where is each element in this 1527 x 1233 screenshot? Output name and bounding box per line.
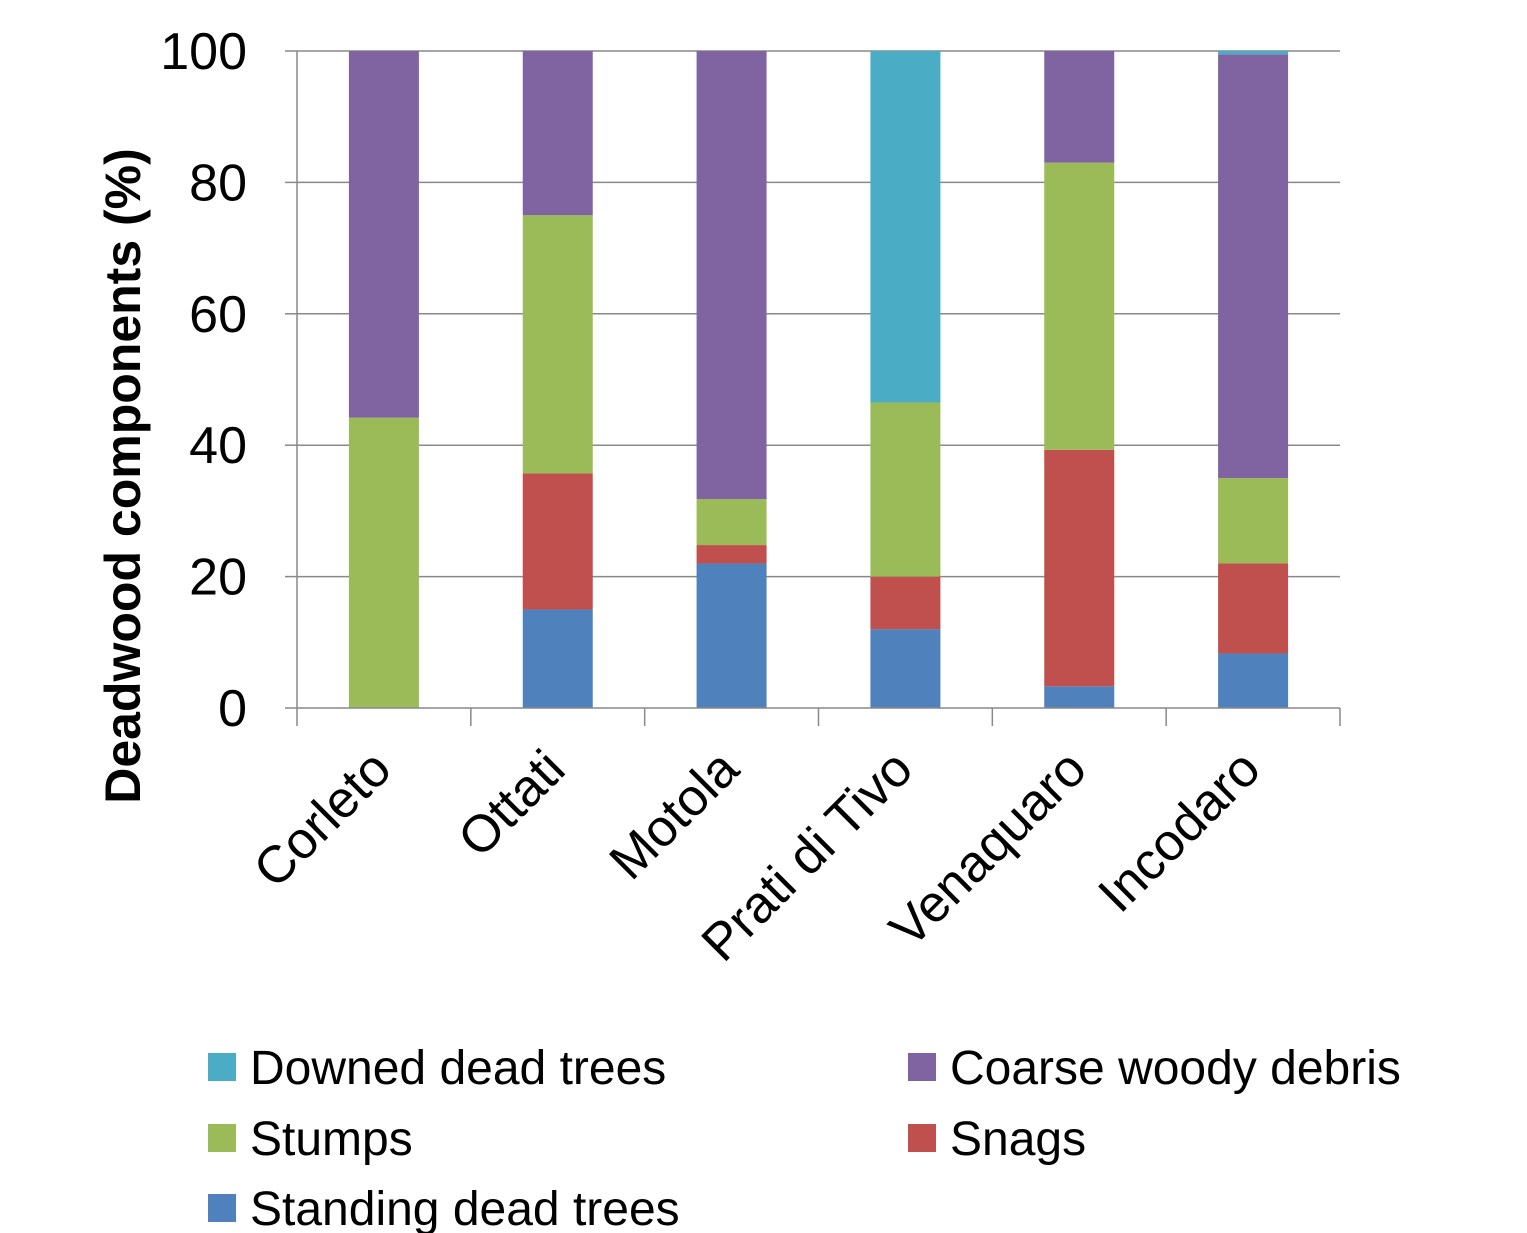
gridlines: [285, 50, 1340, 709]
y-tick-label: 0: [218, 680, 247, 738]
axes: [296, 51, 1341, 726]
bar-segment-downed-dead-trees: [870, 51, 941, 403]
bar-segment-snags: [1218, 563, 1289, 654]
y-tick-label: 60: [189, 286, 247, 344]
bar-segment-stumps: [870, 402, 941, 577]
legend-label: Stumps: [250, 1113, 413, 1166]
bars: [348, 51, 1289, 708]
legend-label: Coarse woody debris: [950, 1042, 1401, 1095]
bar-segment-coarse-woody-debris: [1218, 54, 1289, 479]
bar-segment-stumps: [1044, 162, 1115, 450]
bar-segment-snags: [1044, 449, 1115, 687]
y-tick-labels: 0 20 40 60 80 100: [160, 23, 247, 738]
x-tick-label: Ottati: [447, 739, 576, 868]
bar-segment-coarse-woody-debris: [348, 51, 419, 418]
bar-segment-stumps: [522, 215, 593, 474]
bar-segment-standing-dead-trees: [696, 563, 767, 708]
legend-label: Standing dead trees: [250, 1183, 680, 1233]
bar-segment-standing-dead-trees: [1044, 686, 1115, 708]
legend-label: Snags: [950, 1113, 1086, 1166]
y-tick-label: 40: [189, 417, 247, 475]
legend-label: Downed dead trees: [250, 1042, 666, 1095]
bar-segment-stumps: [696, 499, 767, 546]
x-tick-label: Motola: [599, 739, 750, 890]
y-tick-label: 80: [189, 154, 247, 212]
bar-segment-standing-dead-trees: [870, 629, 941, 708]
bar-segment-stumps: [348, 417, 419, 708]
legend-swatch: [208, 1053, 236, 1081]
bar-segment-coarse-woody-debris: [1044, 51, 1115, 163]
bar-segment-coarse-woody-debris: [696, 51, 767, 500]
bar-segment-snags: [696, 545, 767, 564]
x-tick-label: Corleto: [243, 739, 403, 899]
y-tick-label: 100: [160, 23, 247, 81]
legend-swatch: [908, 1124, 936, 1152]
bar-segment-snags: [870, 576, 941, 630]
bar-segment-snags: [522, 473, 593, 610]
legend: Downed dead trees Coarse woody debris Stum…: [208, 1042, 1401, 1233]
legend-swatch: [208, 1124, 236, 1152]
bar-segment-downed-dead-trees: [1218, 51, 1289, 55]
bar-segment-standing-dead-trees: [1218, 653, 1289, 708]
bar-segment-coarse-woody-debris: [522, 51, 593, 216]
y-axis-title: Deadwood components (%): [95, 148, 151, 804]
legend-swatch: [908, 1053, 936, 1081]
legend-swatch: [208, 1194, 236, 1222]
y-tick-label: 20: [189, 549, 247, 607]
x-tick-label: Incodaro: [1087, 739, 1271, 923]
bar-segment-stumps: [1218, 478, 1289, 564]
bar-segment-standing-dead-trees: [522, 609, 593, 708]
